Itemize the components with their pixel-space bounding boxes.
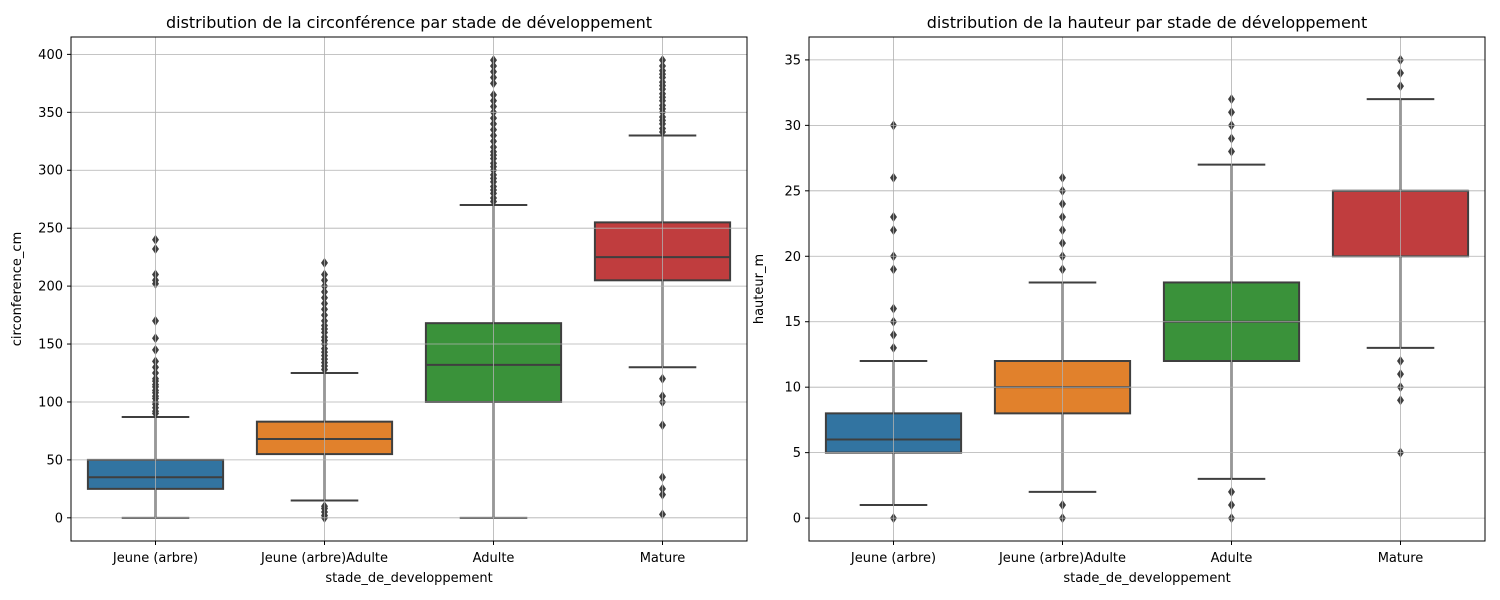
y-tick-label: 10 (784, 381, 801, 396)
y-tick-label: 250 (38, 222, 63, 237)
plot-frame (808, 36, 1486, 542)
y-tick-label: 5 (793, 446, 801, 461)
y-axis-label: hauteur_m (752, 254, 767, 324)
x-tick-label: Jeune (arbre) (850, 551, 936, 566)
y-tick-label: 0 (55, 511, 63, 526)
x-axis-label: stade_de_developpement (325, 571, 492, 586)
grid (71, 37, 747, 541)
y-tick-label: 15 (784, 315, 801, 330)
x-tick-label: Mature (1378, 551, 1424, 566)
y-tick-label: 20 (784, 250, 801, 265)
y-tick-label: 300 (38, 164, 63, 179)
y-tick-label: 0 (793, 512, 801, 527)
y-tick-label: 100 (38, 395, 63, 410)
y-tick-label: 200 (38, 280, 63, 295)
x-tick-label: Mature (640, 551, 686, 566)
grid (809, 37, 1485, 541)
x-tick-label: Jeune (arbre) (112, 551, 198, 566)
y-tick-label: 350 (38, 106, 63, 121)
x-tick-label: Jeune (arbre)Adulte (260, 551, 388, 566)
x-axis-label: stade_de_developpement (1063, 571, 1230, 586)
y-tick-label: 35 (784, 53, 801, 68)
plot-frame (70, 36, 748, 542)
chart-title: distribution de la hauteur par stade de … (927, 13, 1367, 32)
chart-panel-1: 0 50 100 150 200 250 300 350 400 Jeune (arbre) Jeu… (10, 13, 748, 586)
y-tick-label: 25 (784, 184, 801, 199)
x-tick-label: Adulte (1211, 551, 1253, 566)
y-tick-label: 150 (38, 338, 63, 353)
x-tick-label: Jeune (arbre)Adulte (998, 551, 1126, 566)
chart-title: distribution de la circonférence par sta… (166, 13, 652, 32)
chart-panel-2: 0 5 10 15 20 25 30 35 Jeune (arbre) Jeune (arbre)… (752, 13, 1486, 586)
y-tick-label: 30 (784, 119, 801, 134)
y-tick-label: 400 (38, 48, 63, 63)
y-tick-label: 50 (46, 453, 63, 468)
x-tick-label: Adulte (473, 551, 515, 566)
y-axis-label: circonference_cm (10, 232, 25, 347)
